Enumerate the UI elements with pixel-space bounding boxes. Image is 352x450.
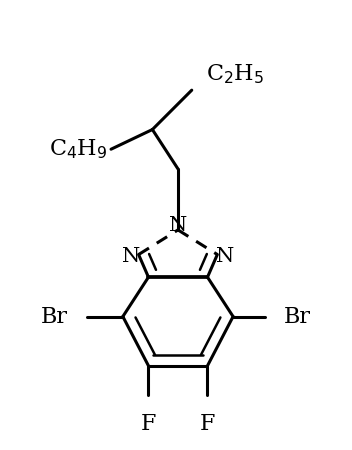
Text: C$_4$H$_9$: C$_4$H$_9$	[49, 137, 107, 161]
Text: N: N	[169, 216, 187, 235]
Text: Br: Br	[284, 306, 311, 328]
Text: Br: Br	[41, 306, 68, 328]
Text: N: N	[216, 247, 234, 266]
Text: F: F	[200, 413, 215, 435]
Text: N: N	[121, 247, 140, 266]
Text: F: F	[141, 413, 156, 435]
Text: C$_2$H$_5$: C$_2$H$_5$	[206, 63, 264, 86]
